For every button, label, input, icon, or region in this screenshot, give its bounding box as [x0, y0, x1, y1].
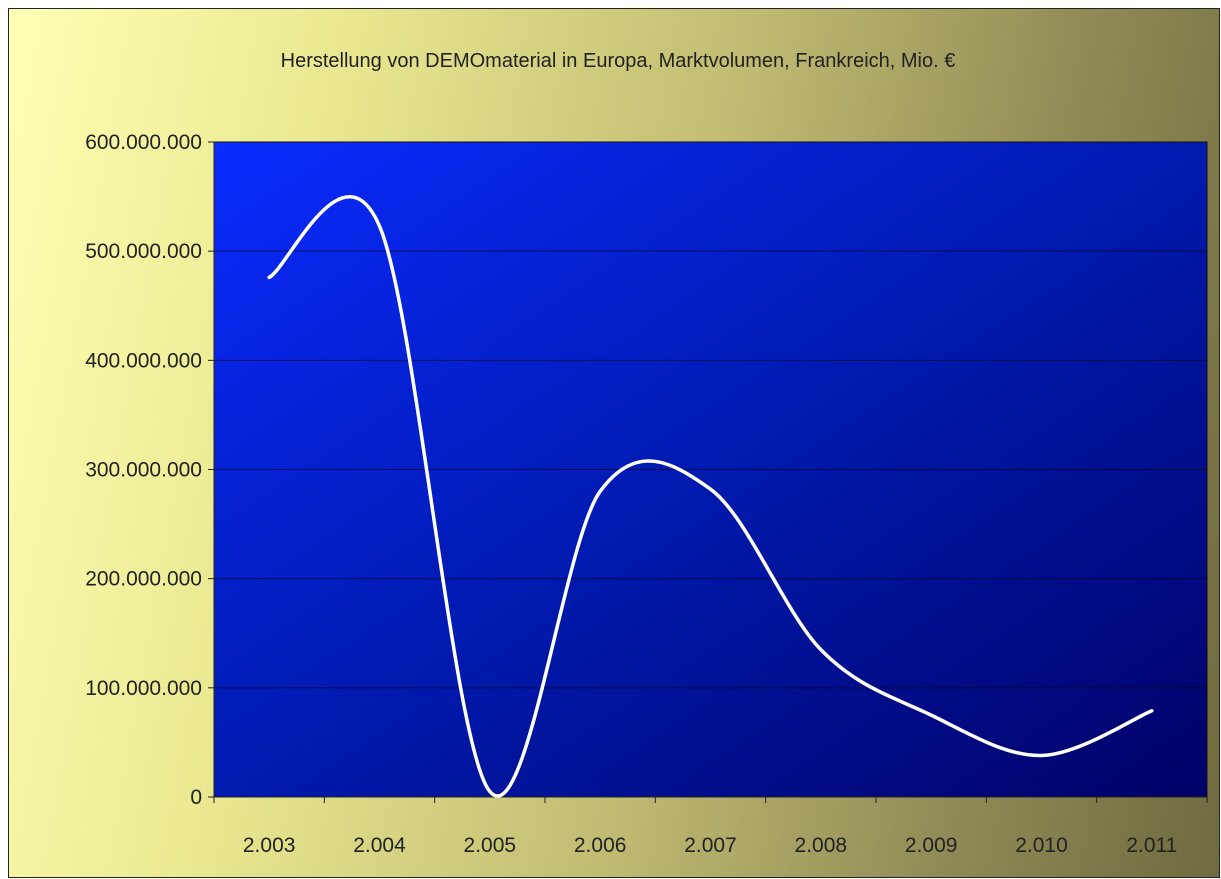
- x-tick-label: 2.011: [1126, 834, 1177, 857]
- series-line: [267, 195, 1154, 798]
- y-tick-label: 200.000.000: [85, 568, 202, 591]
- y-tick-label: 600.000.000: [85, 131, 202, 154]
- x-tick-label: 2.005: [464, 834, 517, 857]
- chart-title: Herstellung von DEMOmaterial in Europa, …: [281, 50, 956, 72]
- gridlines: [208, 141, 1208, 803]
- chart-area: Herstellung von DEMOmaterial in Europa, …: [8, 8, 1220, 878]
- y-tick-label: 400.000.000: [85, 349, 202, 372]
- line-chart: Herstellung von DEMOmaterial in Europa, …: [85, 50, 1208, 857]
- y-tick-label: 300.000.000: [85, 459, 202, 482]
- x-tick-label: 2.010: [1015, 834, 1068, 857]
- x-tick-label: 2.008: [795, 834, 848, 857]
- x-tick-label: 2.004: [353, 834, 406, 857]
- x-tick-label: 2.003: [243, 834, 296, 857]
- x-axis-tick-labels: 2.003 2.004 2.005 2.006 2.007 2.008 2.009 2.010…: [243, 834, 1177, 857]
- x-tick-label: 2.006: [574, 834, 627, 857]
- y-tick-label: 0: [190, 786, 202, 809]
- y-tick-label: 100.000.000: [85, 677, 202, 700]
- axes: [213, 142, 1207, 798]
- x-tick-label: 2.009: [905, 834, 958, 857]
- y-axis-tick-labels: 0 100.000.000 200.000.000 300.000.000 400.00…: [85, 131, 202, 809]
- x-tick-label: 2.007: [684, 834, 737, 857]
- y-tick-label: 500.000.000: [85, 240, 202, 263]
